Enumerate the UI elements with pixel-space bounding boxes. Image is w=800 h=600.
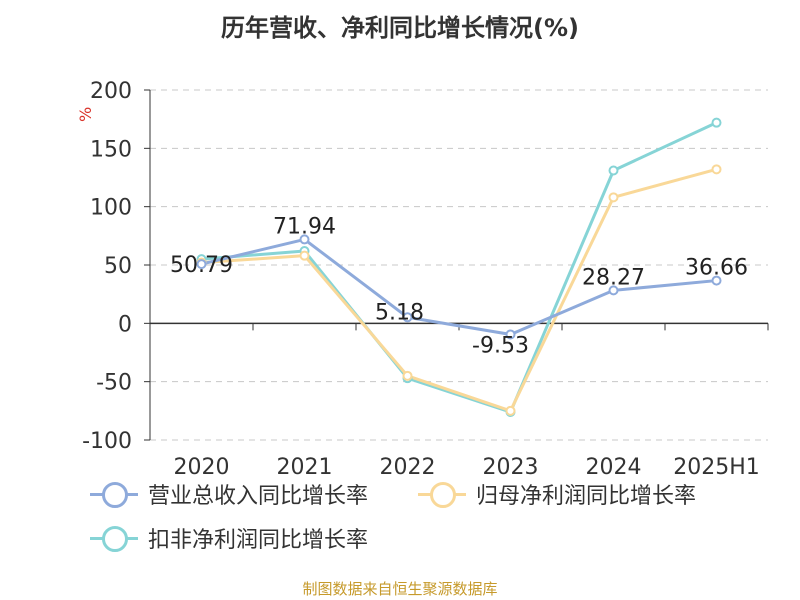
series-line-0 — [201, 237, 717, 336]
legend-label-net-profit: 归母净利润同比增长率 — [476, 484, 697, 509]
y-tick-label: 50 — [104, 254, 132, 279]
chart-title: 历年营收、净利同比增长情况(%) — [221, 14, 579, 42]
x-tick-label: 2021 — [277, 455, 333, 480]
x-tick-label: 2025H1 — [673, 455, 760, 480]
series-line-2 — [201, 121, 718, 414]
data-point-0 — [505, 329, 516, 340]
data-label: 28.27 — [582, 265, 645, 290]
legend-item-revenue[interactable]: 营业总收入同比增长率 — [90, 478, 368, 510]
y-tick-label: 200 — [90, 79, 132, 104]
data-label: 50.79 — [170, 253, 233, 278]
data-point-1 — [402, 370, 413, 381]
x-tick-label: 2024 — [586, 455, 642, 480]
data-label: 71.94 — [273, 214, 336, 239]
data-point-0 — [196, 259, 207, 270]
data-label: -9.53 — [472, 333, 529, 358]
y-tick-label: 150 — [90, 137, 132, 162]
series-line-1 — [201, 167, 717, 413]
data-point-2 — [608, 165, 619, 176]
data-point-2 — [711, 117, 722, 128]
x-tick-label: 2023 — [483, 455, 539, 480]
x-tick-label: 2022 — [380, 455, 436, 480]
y-tick-label: -100 — [82, 429, 132, 454]
x-tick-label: 2020 — [174, 455, 230, 480]
legend-label-deducted-profit: 扣非净利润同比增长率 — [148, 528, 369, 553]
data-source-note: 制图数据来自恒生聚源数据库 — [302, 580, 498, 598]
data-point-1 — [299, 250, 310, 261]
legend-marker-net-profit — [418, 481, 466, 508]
y-tick-label: 100 — [90, 196, 132, 221]
data-point-1 — [505, 405, 516, 416]
data-point-1 — [711, 164, 722, 175]
y-tick-label: -50 — [96, 371, 132, 396]
legend-item-net-profit[interactable]: 归母净利润同比增长率 — [418, 478, 696, 510]
legend-label-revenue: 营业总收入同比增长率 — [148, 484, 369, 509]
data-point-0 — [608, 285, 619, 296]
y-tick-label: 0 — [118, 312, 132, 337]
legend-marker-revenue — [90, 481, 138, 508]
data-point-0 — [299, 234, 310, 245]
data-point-0 — [402, 312, 413, 323]
legend-marker-deducted-profit — [90, 525, 138, 552]
data-point-1 — [608, 192, 619, 203]
data-label: 5.18 — [375, 300, 424, 325]
legend-item-deducted-profit[interactable]: 扣非净利润同比增长率 — [90, 522, 368, 554]
data-point-0 — [711, 275, 722, 286]
data-label: 36.66 — [685, 256, 748, 281]
